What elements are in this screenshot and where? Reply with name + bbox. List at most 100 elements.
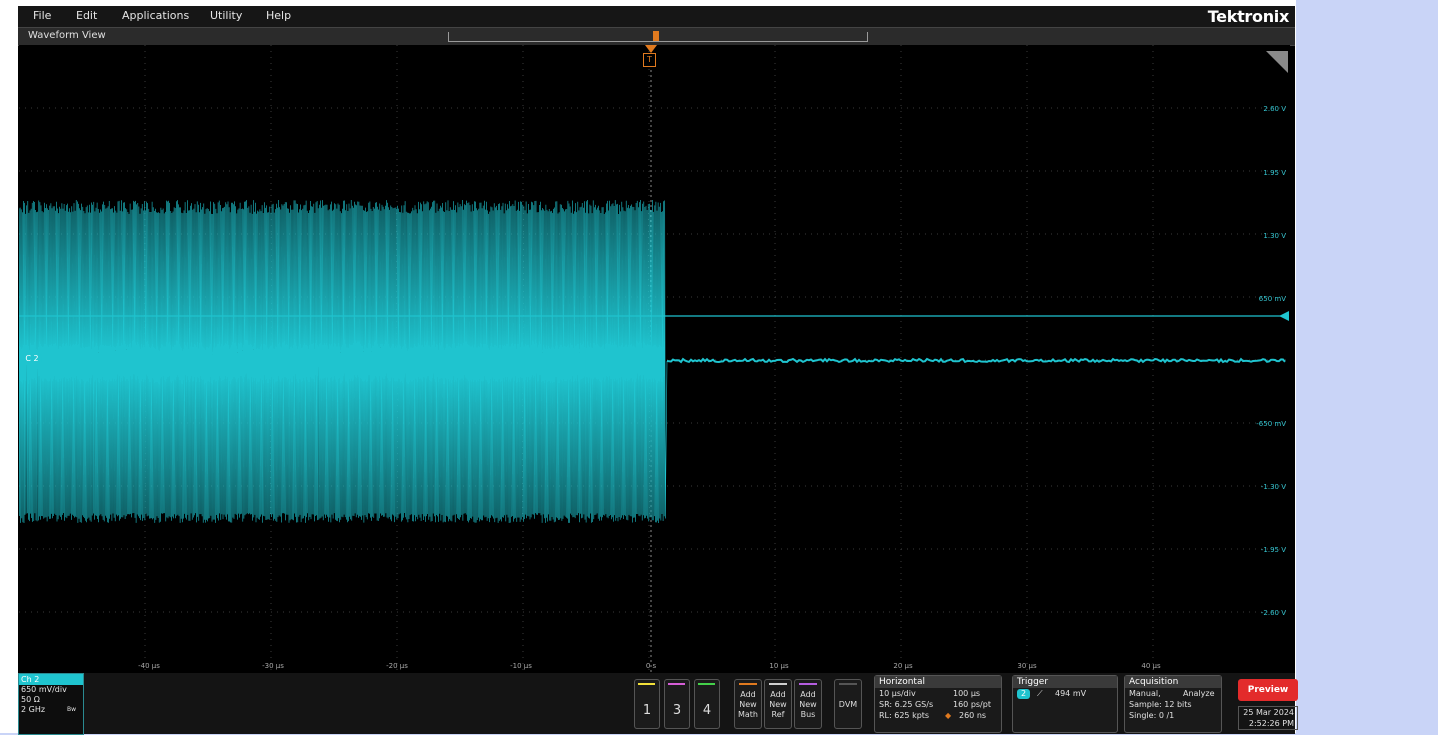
channel-1-button[interactable]: 1: [634, 679, 660, 729]
add-new-math-label: Add New Math: [735, 690, 761, 720]
menu-applications[interactable]: Applications: [122, 9, 190, 22]
acquisition-analyze: Analyze: [1183, 689, 1215, 698]
add-ref-line3: Ref: [771, 710, 785, 719]
ref-color-bar: [769, 683, 787, 685]
bus-color-bar: [799, 683, 817, 685]
add-new-bus-button[interactable]: Add New Bus: [794, 679, 822, 729]
y-label-2: 1.30 V: [1263, 232, 1286, 240]
horizontal-duration: 100 µs: [953, 689, 981, 698]
menu-help[interactable]: Help: [266, 9, 292, 22]
acquisition-mode: Manual,: [1129, 689, 1161, 698]
waveform-view-title: Waveform View: [28, 30, 106, 41]
trigger-position-marker[interactable]: T: [643, 53, 656, 67]
channel-3-color-bar: [668, 683, 685, 685]
ch2-badge[interactable]: Ch 2 650 mV/div 50 Ω 2 GHz Bw: [18, 673, 84, 735]
ch2-title: Ch 2: [19, 674, 83, 685]
x-label-8: 40 µs: [1141, 662, 1161, 670]
dvm-button[interactable]: DVM: [834, 679, 862, 729]
add-math-line3: Math: [737, 710, 758, 719]
add-bus-line3: Bus: [800, 710, 816, 719]
menu-file[interactable]: File: [33, 9, 52, 22]
trigger-level-arrow: [1279, 311, 1289, 321]
add-bus-line2: New: [799, 700, 817, 709]
y-label-0: 2.60 V: [1263, 105, 1286, 113]
ch2-waveform-idle: [666, 357, 1286, 364]
add-ref-line2: New: [769, 700, 787, 709]
oscilloscope-screen: File Edit Applications Utility Help Tekt…: [18, 6, 1298, 735]
trigger-arrow-icon: [645, 45, 657, 53]
brand-logo: Tektronix: [1207, 7, 1290, 26]
add-new-math-button[interactable]: Add New Math: [734, 679, 762, 729]
channel-4-button[interactable]: 4: [694, 679, 720, 729]
y-label-6: -1.95 V: [1260, 546, 1286, 554]
ch2-bandwidth: 2 GHz Bw: [19, 705, 83, 715]
trigger-panel[interactable]: Trigger 2 ⟋ 494 mV: [1012, 675, 1118, 733]
x-label-6: 20 µs: [893, 662, 913, 670]
horizontal-record-length: RL: 625 kpts: [879, 711, 930, 720]
acquisition-title: Acquisition: [1125, 676, 1221, 688]
y-label-4: -650 mV: [1256, 420, 1286, 428]
overview-trigger-marker: [653, 31, 659, 41]
date-time-display[interactable]: 25 Mar 2024 2:52:26 PM: [1238, 706, 1298, 730]
waveform-view-header: Waveform View: [18, 27, 1295, 46]
x-label-2: -20 µs: [386, 662, 408, 670]
ch2-ground-marker[interactable]: C 2: [22, 353, 42, 365]
channel-1-label: 1: [642, 703, 652, 718]
time-text: 2:52:26 PM: [1248, 719, 1294, 728]
x-label-3: -10 µs: [510, 662, 532, 670]
menu-edit[interactable]: Edit: [76, 9, 98, 22]
ch2-bandwidth-value: 2 GHz: [21, 705, 46, 714]
y-label-5: -1.30 V: [1260, 483, 1286, 491]
trigger-level: 494 mV: [1055, 689, 1087, 698]
trigger-title: Trigger: [1013, 676, 1117, 688]
dvm-label: DVM: [838, 700, 858, 709]
ch2-impedance: 50 Ω: [21, 695, 40, 704]
acquisition-single: Single: 0 /1: [1129, 711, 1175, 720]
menu-bar: File Edit Applications Utility Help Tekt…: [18, 6, 1295, 27]
add-math-line2: New: [739, 700, 757, 709]
y-label-1: 1.95 V: [1263, 169, 1286, 177]
add-new-ref-label: Add New Ref: [765, 690, 791, 720]
horizontal-sample-rate: SR: 6.25 GS/s: [879, 700, 934, 709]
acquisition-sample: Sample: 12 bits: [1129, 700, 1192, 709]
horizontal-panel[interactable]: Horizontal 10 µs/div 100 µs SR: 6.25 GS/…: [874, 675, 1002, 733]
channel-1-color-bar: [638, 683, 655, 685]
settings-bar: Ch 2 650 mV/div 50 Ω 2 GHz Bw 1 3 4 Add Ne…: [18, 673, 1298, 735]
add-bus-line1: Add: [800, 690, 816, 699]
x-label-5: 10 µs: [769, 662, 789, 670]
rising-edge-icon: ⟋: [1037, 689, 1043, 698]
ch2-scale: 650 mV/div: [21, 685, 67, 694]
add-ref-line1: Add: [770, 690, 786, 699]
channel-3-button[interactable]: 3: [664, 679, 690, 729]
horizontal-scale: 10 µs/div: [879, 689, 916, 698]
ch2-waveform-burst: [19, 199, 668, 524]
y-label-7: -2.60 V: [1260, 609, 1286, 617]
zoom-corner-icon[interactable]: [1266, 51, 1288, 73]
horizontal-title: Horizontal: [875, 676, 1001, 688]
x-label-7: 30 µs: [1017, 662, 1037, 670]
add-new-bus-label: Add New Bus: [795, 690, 821, 720]
channel-3-label: 3: [672, 703, 682, 718]
trigger-source-badge: 2: [1017, 689, 1031, 699]
horizontal-resolution: 160 ps/pt: [953, 700, 991, 709]
channel-4-color-bar: [698, 683, 715, 685]
channel-4-label: 4: [702, 703, 712, 718]
delay-icon: ◆: [945, 711, 952, 720]
waveform-graticule: [19, 45, 1290, 673]
y-label-3: 650 mV: [1258, 295, 1286, 303]
record-overview-bar[interactable]: [448, 31, 868, 42]
add-math-line1: Add: [740, 690, 756, 699]
acquisition-panel[interactable]: Acquisition Manual, Analyze Sample: 12 b…: [1124, 675, 1222, 733]
horizontal-position: 260 ns: [959, 711, 987, 720]
preview-button[interactable]: Preview: [1238, 679, 1298, 701]
add-new-ref-button[interactable]: Add New Ref: [764, 679, 792, 729]
x-label-1: -30 µs: [262, 662, 284, 670]
menu-utility[interactable]: Utility: [210, 9, 243, 22]
x-label-4: 0 s: [645, 662, 657, 670]
dvm-color-bar: [839, 683, 857, 685]
math-color-bar: [739, 683, 757, 685]
date-text: 25 Mar 2024: [1243, 708, 1294, 717]
bandwidth-limit-icon: Bw: [67, 706, 77, 713]
waveform-plot[interactable]: T 2.60 V 1.95 V 1.30 V 650 mV -650 mV -1…: [19, 45, 1290, 673]
x-label-0: -40 µs: [138, 662, 160, 670]
